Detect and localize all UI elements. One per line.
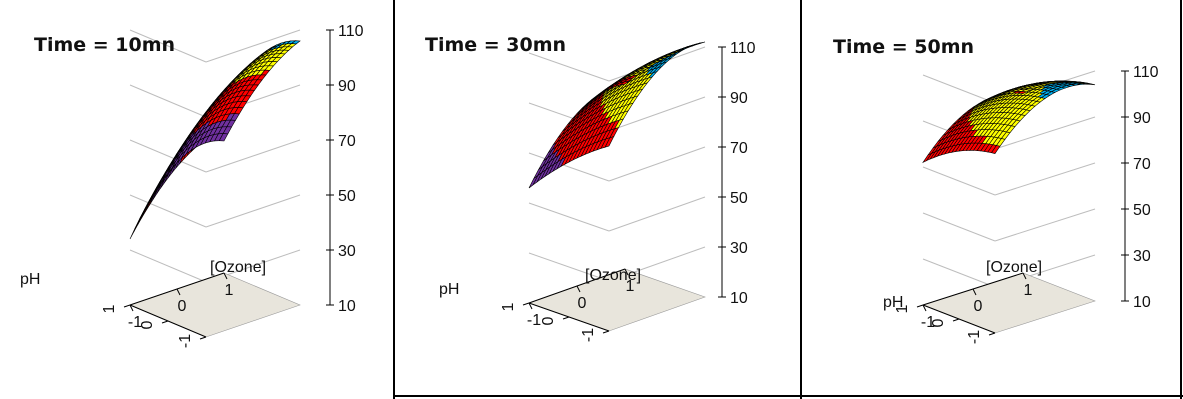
- wall-lines: [130, 30, 300, 282]
- z-tick-label: 30: [338, 243, 356, 260]
- z-tick-label: 70: [1133, 156, 1151, 173]
- surface-mesh: [130, 41, 300, 239]
- y-axis-label: pH: [20, 271, 40, 288]
- panel-divider: [393, 0, 395, 399]
- z-tick-label: 90: [338, 78, 356, 95]
- y-tick: [523, 303, 529, 305]
- chart-title: Time = 30mn: [425, 34, 566, 56]
- y-tick-label: -1: [177, 334, 194, 348]
- y-tick-label: 1: [101, 304, 118, 313]
- y-tick-label: 0: [540, 316, 557, 325]
- y-tick: [953, 319, 959, 321]
- z-tick-label: 70: [730, 140, 748, 157]
- y-tick-label: 0: [930, 318, 947, 327]
- x-tick-label: 1: [1024, 282, 1033, 299]
- surface-mesh: [923, 81, 1095, 162]
- x-axis-label: [Ozone]: [986, 259, 1042, 276]
- y-tick-label: -1: [580, 328, 597, 342]
- z-tick-label: 50: [338, 188, 356, 205]
- z-tick-label: 110: [338, 23, 364, 40]
- panel-border-right: [1180, 0, 1182, 399]
- x-axis-label: [Ozone]: [210, 259, 266, 276]
- y-tick: [124, 305, 130, 307]
- y-tick-label: 0: [139, 320, 156, 329]
- z-tick-label: 90: [730, 90, 748, 107]
- y-axis-label: pH: [439, 281, 459, 298]
- y-axis-label: pH: [883, 294, 903, 311]
- z-tick-label: 110: [730, 40, 756, 57]
- z-tick-label: 110: [1133, 64, 1159, 81]
- surface-mesh: [529, 42, 705, 188]
- chart-panel-50mn: 10 30 50 70 90 110 -1 0 1 [Ozone] -1 0 1 pH Time = 50…: [803, 0, 1183, 399]
- chart-panel-10mn: 10 30 50 70 90 110 -1 0 1 [Ozone] -1 0 1 pH Time = 10…: [0, 0, 393, 399]
- y-tick: [162, 321, 168, 323]
- y-tick: [200, 337, 206, 339]
- y-tick-label: 1: [500, 302, 517, 311]
- x-tick-label: 0: [974, 298, 983, 315]
- z-tick-label: 10: [730, 290, 748, 307]
- y-tick-label: -1: [966, 330, 983, 344]
- floor-plane: [923, 273, 1095, 333]
- x-tick-label: 0: [578, 295, 587, 312]
- z-tick-label: 90: [1133, 110, 1151, 127]
- x-tick-label: 1: [225, 282, 234, 299]
- z-tick-label: 10: [338, 298, 356, 315]
- chart-title: Time = 10mn: [34, 34, 175, 56]
- z-tick-label: 30: [730, 240, 748, 257]
- panel-border-bottom: [395, 395, 1183, 397]
- panel-divider: [800, 0, 802, 399]
- y-tick: [563, 317, 569, 319]
- z-tick-label: 70: [338, 133, 356, 150]
- x-axis-label: [Ozone]: [585, 267, 641, 284]
- z-tick-label: 10: [1133, 294, 1151, 311]
- z-tick-label: 30: [1133, 248, 1151, 265]
- chart-title: Time = 50mn: [833, 36, 974, 58]
- y-tick: [989, 333, 995, 335]
- y-tick: [603, 331, 609, 333]
- y-tick: [917, 305, 923, 307]
- z-tick-label: 50: [1133, 202, 1151, 219]
- x-tick-label: 0: [178, 298, 187, 315]
- chart-panel-30mn: 10 30 50 70 90 110 -1 0 1 [Ozone] -1 0 1 pH Time = 30…: [395, 0, 800, 399]
- z-tick-label: 50: [730, 190, 748, 207]
